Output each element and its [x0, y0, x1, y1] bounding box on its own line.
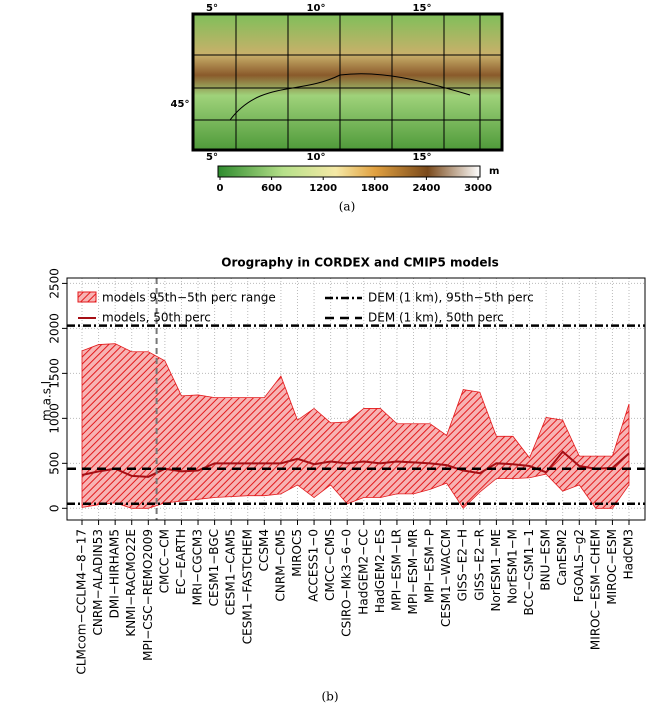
x-tick-label: CESM1−CAM5 [224, 529, 238, 615]
caption: (a) [339, 200, 356, 214]
x-tick-label: MPI−ESM−MR [406, 529, 420, 614]
map-tick-label: 5° [206, 3, 218, 14]
x-tick-label: NorESM1−M [505, 529, 519, 604]
y-tick-label: 500 [48, 452, 62, 475]
legend-label: DEM (1 km), 50th perc [368, 311, 504, 325]
legend-swatch [77, 291, 97, 303]
x-tick-label: HadGEM2−CC [356, 529, 370, 615]
range-band [81, 343, 630, 509]
y-axis-label: m a.s.l. [40, 377, 54, 421]
map-tick-label: 10° [307, 3, 326, 14]
x-tick-label: CSIRO−Mk3−6−0 [340, 529, 354, 637]
x-tick-label: MIROC−ESM−CHEM [588, 529, 602, 650]
map-tick-label: 10° [307, 152, 326, 163]
x-tick-label: MIROC5 [290, 529, 304, 577]
colorbar-tick-label: 1800 [361, 183, 389, 194]
x-tick-label: NorESM1−ME [489, 529, 503, 611]
x-tick-label: MIROC−ESM [605, 529, 619, 605]
x-tick-label: CMCC−CMS [323, 529, 337, 601]
x-tick-label: CCSM4 [257, 529, 271, 571]
legend-label: DEM (1 km), 95th−5th perc [368, 291, 534, 305]
x-tick-label: MPI−CSC−REMO2009 [141, 529, 155, 661]
legend-label: models, 50th perc [102, 311, 211, 325]
x-tick-label: CanESM2 [555, 529, 569, 586]
map-tick-label: 15° [413, 152, 432, 163]
colorbar-tick-label: 1200 [309, 183, 337, 194]
x-tick-label: MPI−ESM−LR [389, 529, 403, 611]
x-tick-label: CLMcom−CCLM4−8−17 [75, 529, 89, 675]
x-tick-label: GISS−E2−R [472, 529, 486, 601]
map [191, 12, 504, 152]
colorbar-unit: m [489, 166, 499, 177]
relief-map [191, 12, 504, 152]
x-tick-label: CNRM−ALADIN53 [91, 529, 105, 636]
colorbar-tick-label: 2400 [412, 183, 440, 194]
x-tick-label: CESM1−BGC [207, 529, 221, 606]
x-tick-label: EC−EARTH [174, 529, 188, 595]
chart-title: Orography in CORDEX and CMIP5 models [221, 256, 498, 270]
colorbar-tick-label: 0 [217, 183, 224, 194]
colorbar-tick-label: 3000 [464, 183, 492, 194]
x-tick-label: CNRM−CM5 [273, 529, 287, 601]
x-tick-label: HadCM3 [622, 529, 636, 579]
colorbar-tick-label: 600 [261, 183, 282, 194]
x-tick-label: CESM1−FASTCHEM [240, 529, 254, 644]
x-tick-label: CMCC−CM [157, 529, 171, 593]
y-tick-label: 1000 [48, 403, 62, 434]
map-tick-label: 5° [206, 152, 218, 163]
x-tick-label: MPI−ESM−P [423, 529, 437, 603]
map-tick-label: 45° [171, 99, 190, 110]
x-tick-label: GISS−E2−H [456, 529, 470, 601]
x-tick-label: CESM1−WACCM [439, 529, 453, 627]
frame [66, 277, 646, 521]
x-tick-label: BNU−ESM [539, 529, 553, 591]
x-tick-label: BCC−CSM1−1 [522, 529, 536, 616]
x-tick-label: MRI−CGCM3 [191, 529, 205, 605]
y-tick-label: 1500 [48, 358, 62, 389]
x-tick-label: FGOALS−g2 [572, 529, 586, 602]
x-tick-label: ACCESS1−0 [307, 529, 321, 602]
y-tick-label: 2500 [48, 268, 62, 299]
y-tick-label: 0 [48, 504, 62, 512]
map-tick-label: 15° [413, 3, 432, 14]
y-tick-label: 2000 [48, 313, 62, 344]
colorbar [217, 165, 481, 178]
x-tick-label: HadGEM2−ES [373, 529, 387, 613]
legend-label: models 95th−5th perc range [102, 291, 276, 305]
border [229, 73, 471, 121]
caption: (b) [321, 690, 338, 704]
x-tick-label: DMI−HIRHAM5 [108, 529, 122, 618]
x-tick-label: KNMI−RACMO22E [124, 529, 138, 637]
map-grid [193, 14, 502, 150]
